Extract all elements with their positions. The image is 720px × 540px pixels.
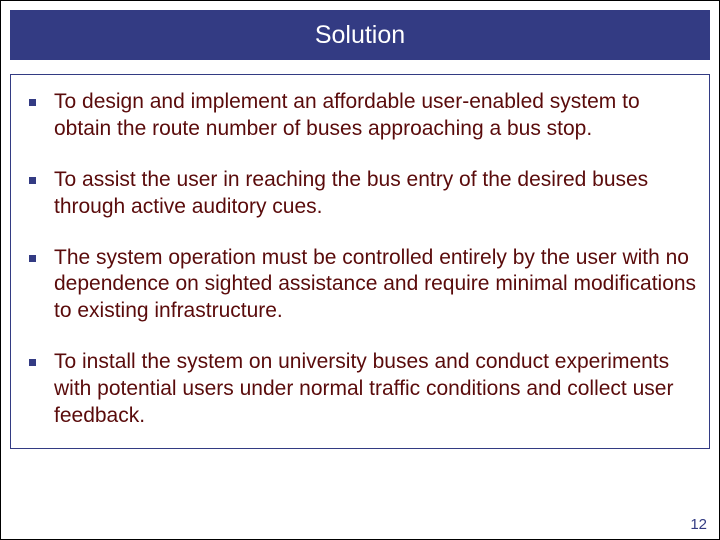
content-box: To design and implement an affordable us… (10, 74, 710, 449)
list-item: To assist the user in reaching the bus e… (23, 167, 697, 221)
bullet-text: To assist the user in reaching the bus e… (54, 167, 697, 221)
list-item: The system operation must be controlled … (23, 245, 697, 326)
bullet-text: The system operation must be controlled … (54, 245, 697, 326)
title-bar: Solution (10, 10, 710, 60)
bullet-text: To design and implement an affordable us… (54, 89, 697, 143)
list-item: To install the system on university buse… (23, 349, 697, 430)
slide-title: Solution (315, 21, 405, 50)
page-number: 12 (690, 516, 707, 533)
bullet-icon (29, 359, 36, 366)
bullet-icon (29, 177, 36, 184)
bullet-icon (29, 99, 36, 106)
slide-container: Solution To design and implement an affo… (0, 0, 720, 540)
list-item: To design and implement an affordable us… (23, 89, 697, 143)
bullet-icon (29, 255, 36, 262)
bullet-list: To design and implement an affordable us… (23, 89, 697, 430)
bullet-text: To install the system on university buse… (54, 349, 697, 430)
